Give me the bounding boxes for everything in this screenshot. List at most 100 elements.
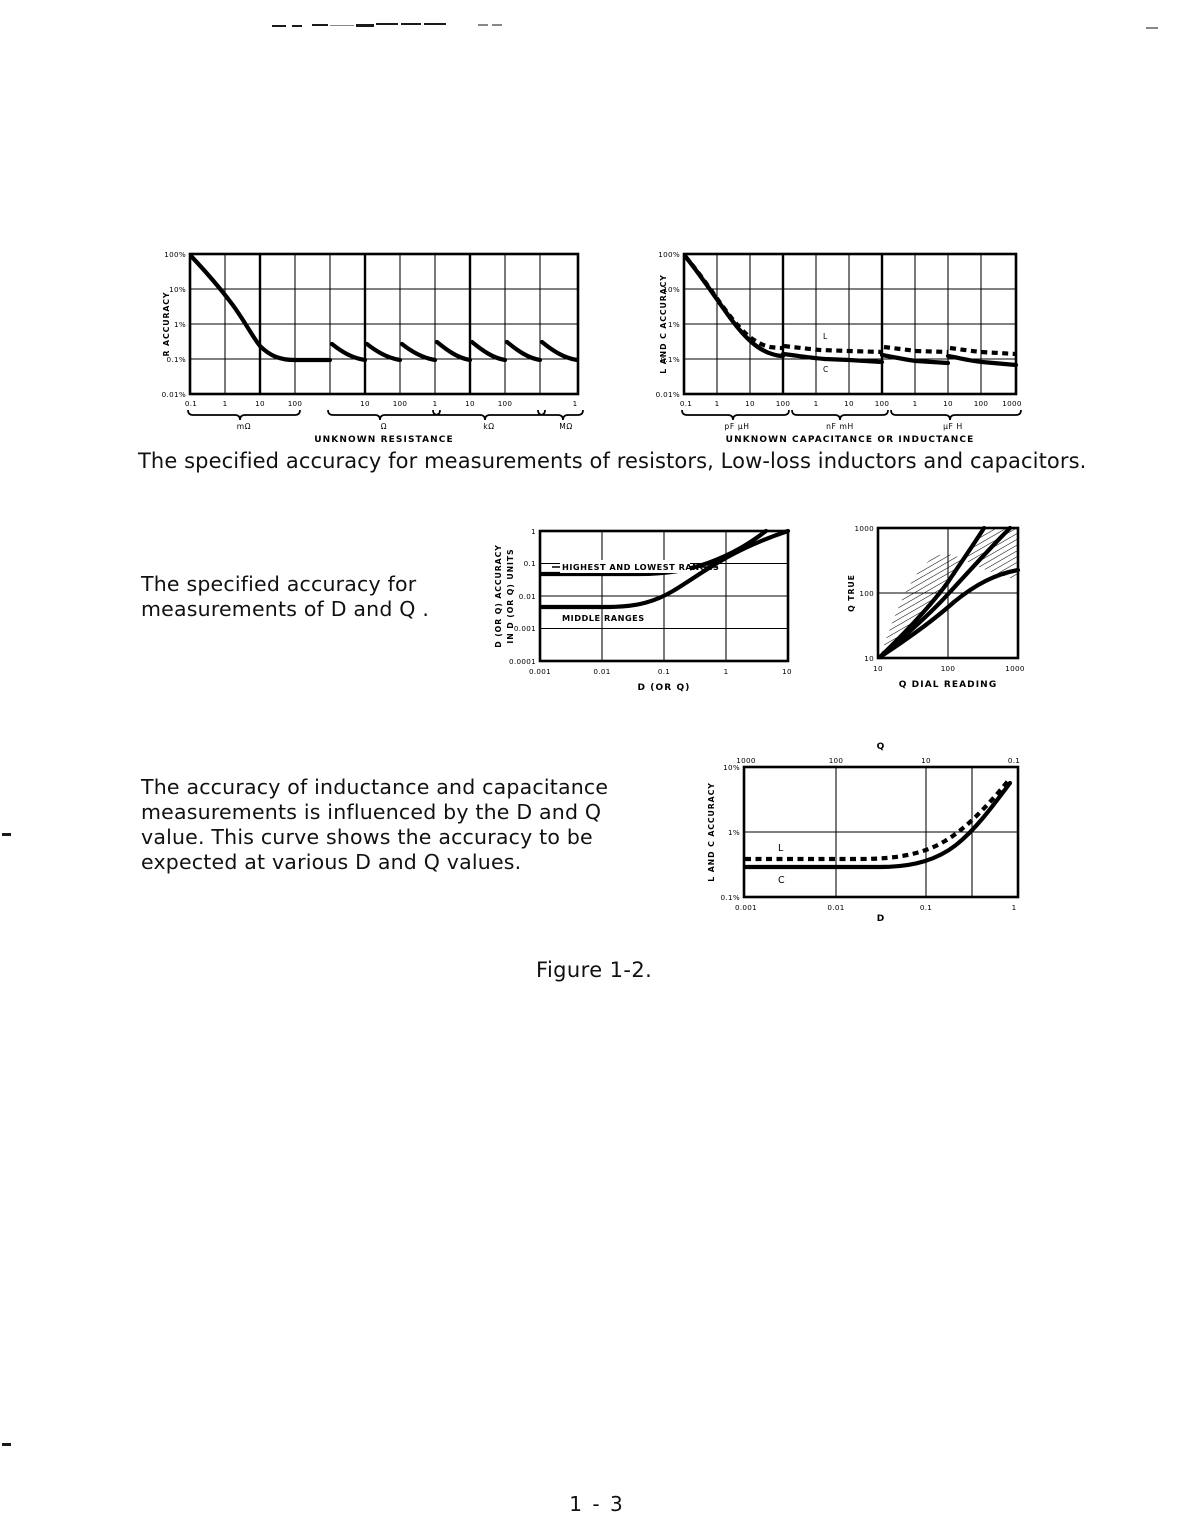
- x-tick-label: 0.01: [593, 667, 610, 676]
- range-separators: [781, 254, 884, 394]
- x-tick-label: 100: [776, 399, 791, 408]
- x-tick-label: 1: [715, 399, 720, 408]
- x-axis-title: D: [877, 914, 886, 924]
- x-tick-label: 100: [941, 664, 956, 673]
- range-separators: [258, 254, 472, 394]
- scan-artifact: [478, 24, 488, 26]
- x-tick-label: 10: [745, 399, 755, 408]
- y-tick-label: 1: [531, 527, 536, 536]
- text-accuracy-lc-dq: The accuracy of inductance and capacitan…: [141, 775, 609, 874]
- chart-lc-vs-dq: Q 1000 100 10 0.1 L C: [700, 737, 1040, 924]
- x-tick-label: 1000: [1002, 399, 1022, 408]
- scan-artifact: [376, 23, 398, 25]
- scan-artifact: [330, 25, 354, 26]
- x-tick-label: 1: [433, 399, 438, 408]
- y-tick-label: 0.1: [524, 559, 536, 568]
- x-tick-label: 1: [573, 399, 578, 408]
- scan-artifact: [424, 23, 446, 25]
- y-tick-label: 0.01%: [656, 390, 680, 399]
- scan-artifact: [492, 24, 502, 26]
- x-axis-bottom: 0.001 0.01 0.1 1 D: [735, 903, 1016, 924]
- series-highest-lowest-ranges: [538, 528, 769, 577]
- x-tick-label: 0.001: [529, 667, 551, 676]
- x-tick-label: 1: [1012, 903, 1017, 912]
- x-axis-title-top: Q: [877, 742, 886, 752]
- chart-lc-accuracy: L C 100% 10% 1% 0.1% 0.01% L AND C ACCUR…: [656, 248, 1030, 445]
- x-axis-title: Q DIAL READING: [899, 680, 998, 690]
- x-tick-label: 0.1: [680, 399, 692, 408]
- y-axis-title: L AND C ACCURACY: [707, 782, 716, 881]
- x-axis-top: 1000 100 10 0.1: [736, 756, 1020, 765]
- x-tick-label: 10: [782, 667, 792, 676]
- y-axis-qtrue: 1000 100 10 Q TRUE: [847, 524, 874, 663]
- y-axis-title: Q TRUE: [847, 574, 856, 612]
- x-axis-title: UNKNOWN CAPACITANCE OR INDUCTANCE: [726, 435, 975, 445]
- x-group-unit: pF µH: [724, 422, 749, 431]
- figure-label: Figure 1-2.: [536, 958, 653, 982]
- series-l: [745, 779, 1010, 862]
- scan-artifact: [401, 23, 421, 25]
- chart-dq-accuracy: HIGHEST AND LOWEST RANGES MIDDLE RANGES …: [488, 523, 828, 698]
- x-range-braces: mΩ Ω kΩ MΩ: [187, 409, 584, 431]
- annotation-middle-ranges: MIDDLE RANGES: [562, 613, 644, 623]
- x-tick-label-top: 10: [921, 756, 931, 765]
- scan-artifact: [272, 25, 286, 27]
- scan-artifact: [1146, 27, 1158, 29]
- y-tick-label: 0.01: [519, 592, 536, 601]
- x-axis-qtrue: 10 100 1000 Q DIAL READING: [873, 664, 1024, 690]
- x-tick-label: 10: [873, 664, 883, 673]
- x-group-unit: kΩ: [483, 422, 494, 431]
- x-group-unit: mΩ: [237, 422, 251, 431]
- y-tick-label: 10%: [663, 285, 680, 294]
- x-tick-label: 10: [360, 399, 370, 408]
- x-group-unit: MΩ: [559, 422, 573, 431]
- series-label-c: C: [823, 365, 829, 374]
- series-middle-ranges: [538, 528, 791, 610]
- series-q-uncertainty-band: [877, 525, 1021, 660]
- y-tick-label: 0.1%: [721, 893, 740, 902]
- y-tick-label: 1%: [728, 828, 740, 837]
- x-tick-label: 100: [974, 399, 989, 408]
- y-tick-label: 1%: [668, 320, 680, 329]
- y-tick-label: 100%: [658, 250, 680, 259]
- x-tick-label: 0.1: [185, 399, 197, 408]
- y-tick-label: 1000: [855, 524, 875, 533]
- x-tick-label: 1: [223, 399, 228, 408]
- x-group-unit: µF H: [943, 422, 963, 431]
- text-accuracy-dq: The specified accuracy for measurements …: [141, 572, 430, 621]
- scan-artifact: [292, 25, 302, 27]
- y-axis-title: R ACCURACY: [162, 292, 171, 357]
- x-tick-label: 100: [498, 399, 513, 408]
- x-tick-label: 100: [288, 399, 303, 408]
- x-tick-label: 0.1: [658, 667, 670, 676]
- x-group-unit: Ω: [381, 422, 387, 431]
- x-group-unit: nF mH: [826, 422, 854, 431]
- x-tick-label: 10: [943, 399, 953, 408]
- x-tick-label-top: 1000: [736, 756, 756, 765]
- y-axis-dq: 1 0.1 0.01 0.001 0.0001 D (OR Q) ACCURAC…: [494, 527, 536, 666]
- y-tick-label: 100%: [164, 250, 186, 259]
- x-tick-label: 1: [814, 399, 819, 408]
- x-tick-label: 0.01: [827, 903, 844, 912]
- y-axis-title-line2: IN D (OR Q) UNITS: [506, 548, 515, 643]
- y-tick-label: 1%: [174, 320, 186, 329]
- series-label-l: L: [823, 332, 828, 341]
- scan-artifact: [312, 24, 328, 26]
- scan-artifact: [356, 24, 374, 27]
- x-tick-label-top: 0.1: [1008, 756, 1020, 765]
- y-tick-label: 10%: [723, 763, 740, 772]
- x-tick-label: 100: [875, 399, 890, 408]
- x-range-braces: pF µH nF mH µF H: [681, 409, 1022, 431]
- series-label-l: L: [778, 843, 784, 854]
- series-c: [742, 780, 1013, 870]
- x-tick-label: 1: [724, 667, 729, 676]
- y-tick-label: 0.1%: [661, 355, 680, 364]
- y-tick-label: 10%: [169, 285, 186, 294]
- x-tick-label: 10: [255, 399, 265, 408]
- y-axis-title: L AND C ACCURACY: [659, 274, 668, 373]
- x-tick-label: 10: [844, 399, 854, 408]
- series-r-accuracy: [188, 253, 580, 363]
- x-axis-dq: 0.001 0.01 0.1 1 10 D (OR Q): [529, 667, 792, 693]
- x-tick-label: 1: [913, 399, 918, 408]
- y-axis-lc-dq: 10% 1% 0.1% L AND C ACCURACY: [707, 763, 740, 902]
